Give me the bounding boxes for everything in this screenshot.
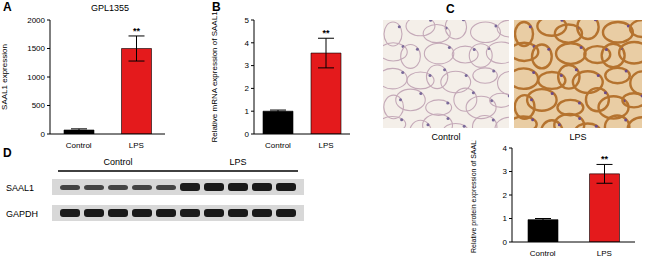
svg-text:4: 4 (503, 144, 508, 153)
svg-text:Relative mRNA expression of SA: Relative mRNA expression of SAAL1 (210, 11, 219, 143)
svg-text:SAAL1: SAAL1 (8, 183, 34, 193)
svg-text:**: ** (601, 154, 609, 164)
svg-text:500: 500 (32, 101, 46, 110)
svg-text:5: 5 (245, 16, 250, 25)
svg-text:0: 0 (41, 130, 46, 139)
html-text:B: B (212, 0, 221, 14)
html-text:LPS: LPS (569, 132, 587, 142)
svg-text:1: 1 (503, 214, 508, 223)
svg-text:2: 2 (245, 84, 250, 93)
svg-text:0: 0 (245, 130, 250, 139)
svg-text:1000: 1000 (27, 73, 45, 82)
svg-text:1: 1 (245, 107, 250, 116)
svg-text:**: ** (133, 26, 141, 36)
svg-text:LPS: LPS (129, 141, 144, 150)
svg-text:Control: Control (66, 141, 92, 150)
svg-text:3: 3 (503, 167, 508, 176)
svg-text:1500: 1500 (27, 44, 45, 53)
svg-text:SAAL1 expression: SAAL1 expression (8, 44, 9, 110)
html-text:A: A (3, 0, 12, 14)
svg-text:Relative protein expression of: Relative protein expression of SAAL1 (470, 140, 478, 253)
svg-text:LPS: LPS (318, 141, 333, 150)
svg-text:4: 4 (245, 39, 250, 48)
svg-text:2: 2 (503, 191, 508, 200)
svg-text:2000: 2000 (27, 16, 45, 25)
svg-text:GAPDH: GAPDH (8, 209, 38, 219)
svg-text:Control: Control (530, 249, 556, 258)
html-text:D: D (3, 146, 12, 160)
svg-text:LPS: LPS (229, 157, 246, 167)
html-text:C: C (446, 2, 455, 16)
svg-text:LPS: LPS (597, 249, 612, 258)
svg-text:0: 0 (503, 238, 508, 247)
html-text:GPL1355: GPL1355 (91, 3, 129, 13)
svg-text:**: ** (322, 28, 330, 38)
svg-text:Control: Control (265, 141, 291, 150)
svg-text:3: 3 (245, 61, 250, 70)
html-text:Control: Control (431, 132, 461, 142)
svg-text:Control: Control (103, 157, 132, 167)
